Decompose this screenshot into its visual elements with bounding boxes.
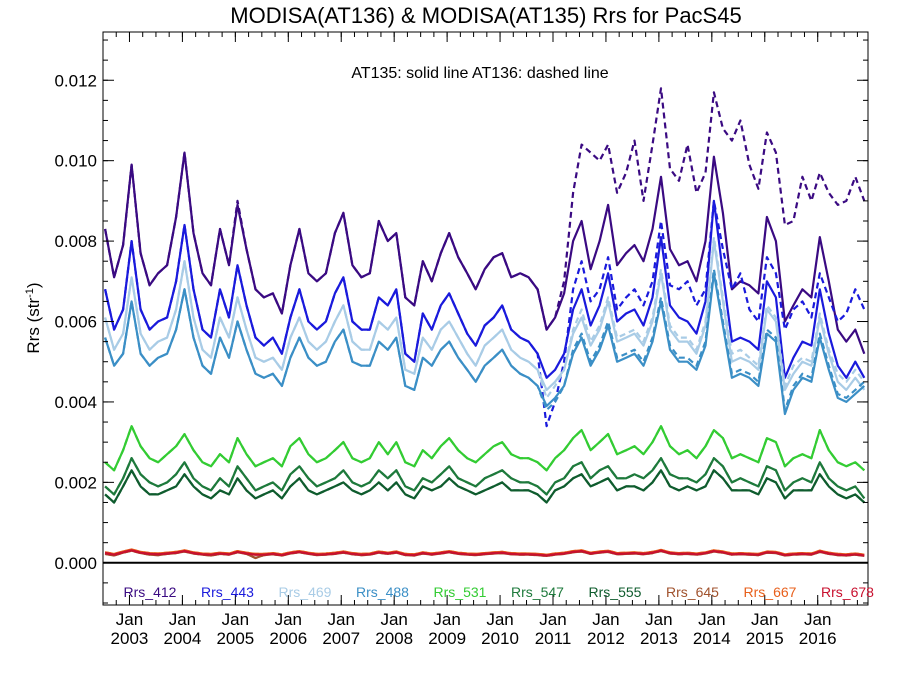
series-rrs-488-at136-line xyxy=(104,268,866,412)
y-tick-label: 0.012 xyxy=(54,71,97,90)
y-tick-label: 0.004 xyxy=(54,393,97,412)
x-tick-label-year: 2010 xyxy=(481,629,519,648)
x-tick-label-year: 2013 xyxy=(640,629,678,648)
series-rrs-412-at135-line xyxy=(104,151,866,355)
x-tick-label-month: Jan xyxy=(222,610,249,629)
x-tick-label-month: Jan xyxy=(698,610,725,629)
legend-item-rrs-412: Rrs_412 xyxy=(124,584,177,600)
x-tick-label-month: Jan xyxy=(804,610,831,629)
series-rrs-531-at136-line xyxy=(104,425,866,472)
x-tick-label-year: 2005 xyxy=(216,629,254,648)
legend-item-rrs-555: Rrs_555 xyxy=(589,584,642,600)
x-tick-label-year: 2009 xyxy=(428,629,466,648)
legend-item-rrs-645: Rrs_645 xyxy=(666,584,719,600)
legend-item-rrs-547: Rrs_547 xyxy=(511,584,564,600)
y-axis-label-main: Rrs (str xyxy=(24,298,43,354)
y-tick-label: 0.002 xyxy=(54,473,97,492)
x-tick-label-year: 2003 xyxy=(111,629,149,648)
y-axis-label-superscript: -1 xyxy=(24,288,36,298)
x-tick-label-month: Jan xyxy=(169,610,196,629)
series-rrs-531-at135-line xyxy=(104,425,866,472)
x-tick-label-month: Jan xyxy=(486,610,513,629)
x-tick-label-year: 2012 xyxy=(587,629,625,648)
y-axis-label: Rrs (str-1) xyxy=(24,282,43,353)
x-tick-label-year: 2006 xyxy=(269,629,307,648)
series-rrs-443-at135-line xyxy=(104,199,866,379)
series-rrs-547-at135-line xyxy=(104,457,866,500)
x-tick-label-month: Jan xyxy=(645,610,672,629)
x-tick-label-month: Jan xyxy=(539,610,566,629)
legend: Rrs_412 Rrs_443 Rrs_469 Rrs_488 Rrs_531 Rrs_5… xyxy=(124,584,875,600)
axis-layer: 0.0000.0020.0040.0060.0080.0100.012Jan20… xyxy=(54,31,869,648)
x-tick-label-year: 2016 xyxy=(799,629,837,648)
series-layer xyxy=(104,87,866,560)
x-tick-label-month: Jan xyxy=(275,610,302,629)
x-tick-label-year: 2015 xyxy=(746,629,784,648)
x-tick-label-year: 2011 xyxy=(535,629,572,648)
x-tick-label-year: 2007 xyxy=(322,629,360,648)
x-tick-label-year: 2014 xyxy=(693,629,731,648)
y-tick-label: 0.006 xyxy=(54,313,97,332)
x-tick-label-year: 2008 xyxy=(375,629,413,648)
x-tick-label-month: Jan xyxy=(751,610,778,629)
legend-item-rrs-488: Rrs_488 xyxy=(356,584,409,600)
series-rrs-469-at135-line xyxy=(104,240,866,391)
line-style-annotation: AT135: solid line AT136: dashed line xyxy=(351,65,608,82)
series-rrs-555-at135-line xyxy=(104,469,866,504)
legend-item-rrs-678: Rrs_678 xyxy=(821,584,874,600)
x-tick-label-month: Jan xyxy=(328,610,355,629)
x-tick-label-year: 2004 xyxy=(163,629,201,648)
legend-item-rrs-469: Rrs_469 xyxy=(279,584,332,600)
legend-item-rrs-531: Rrs_531 xyxy=(434,584,487,600)
legend-item-rrs-443: Rrs_443 xyxy=(201,584,254,600)
series-rrs-555-at136-line xyxy=(104,469,866,504)
y-tick-label: 0.000 xyxy=(54,554,97,573)
y-tick-label: 0.008 xyxy=(54,232,97,251)
x-tick-label-month: Jan xyxy=(380,610,407,629)
y-tick-label: 0.010 xyxy=(54,152,97,171)
plot-frame xyxy=(102,31,869,606)
x-tick-label-month: Jan xyxy=(433,610,460,629)
y-axis-label-close: ) xyxy=(24,282,43,288)
legend-item-rrs-667: Rrs_667 xyxy=(744,584,797,600)
x-tick-label-month: Jan xyxy=(116,610,143,629)
chart-title: MODISA(AT136) & MODISA(AT135) Rrs for Pa… xyxy=(230,3,741,28)
series-rrs-488-at135-line xyxy=(104,272,866,416)
x-tick-label-month: Jan xyxy=(592,610,619,629)
series-rrs-678-at135-line xyxy=(104,549,865,557)
